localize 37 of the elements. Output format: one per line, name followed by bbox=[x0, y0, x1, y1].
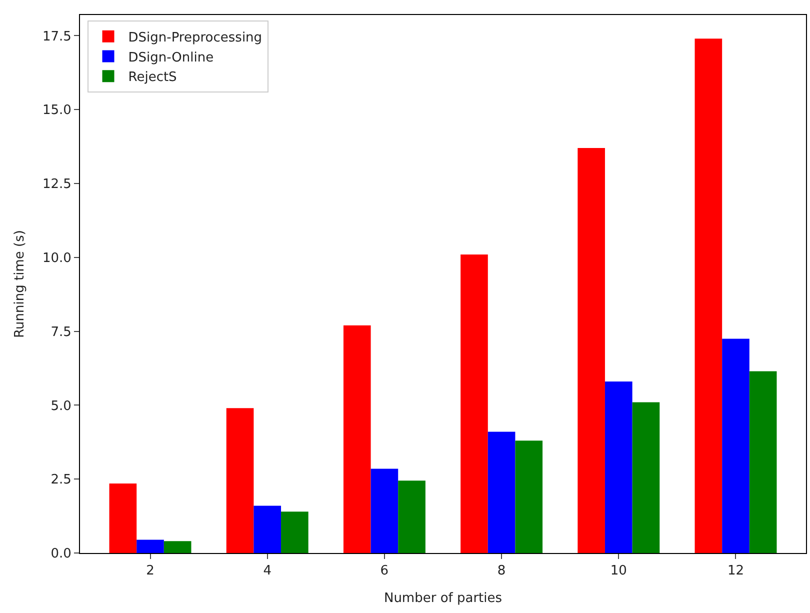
legend-label: DSign-Online bbox=[128, 50, 214, 66]
y-tick-label: 15.0 bbox=[42, 103, 72, 118]
bar bbox=[749, 371, 777, 553]
y-tick-label: 10.0 bbox=[42, 250, 72, 266]
x-tick-label: 12 bbox=[727, 564, 744, 579]
y-tick-label: 5.0 bbox=[50, 398, 72, 414]
y-tick-label: 17.5 bbox=[42, 29, 72, 44]
bar bbox=[694, 38, 722, 553]
y-tick-label: 12.5 bbox=[42, 177, 72, 192]
bar bbox=[488, 432, 516, 553]
bar bbox=[722, 338, 750, 553]
bar bbox=[136, 540, 164, 553]
legend-label: RejectS bbox=[128, 70, 177, 86]
y-tick-label: 0.0 bbox=[50, 546, 72, 562]
bar bbox=[343, 325, 371, 553]
x-tick-label: 4 bbox=[263, 564, 272, 579]
bar bbox=[515, 440, 543, 553]
y-tick-label: 2.5 bbox=[50, 472, 72, 488]
y-axis-title: Running time (s) bbox=[12, 230, 28, 338]
bar bbox=[460, 254, 488, 553]
bar bbox=[164, 541, 192, 553]
x-tick-label: 2 bbox=[146, 564, 154, 579]
y-tick-label: 7.5 bbox=[50, 324, 72, 340]
bar bbox=[281, 512, 308, 553]
x-tick-label: 8 bbox=[497, 564, 506, 579]
legend-label: DSign-Preprocessing bbox=[128, 30, 262, 46]
bar bbox=[109, 484, 137, 553]
bar bbox=[226, 408, 254, 553]
bar bbox=[632, 402, 660, 553]
x-tick-label: 10 bbox=[610, 564, 627, 579]
bar bbox=[604, 382, 632, 553]
bar bbox=[398, 480, 426, 553]
bar bbox=[578, 148, 605, 553]
x-tick-label: 6 bbox=[380, 564, 389, 579]
x-axis-title: Number of parties bbox=[384, 591, 502, 606]
bar bbox=[370, 468, 398, 553]
bar bbox=[254, 506, 282, 553]
